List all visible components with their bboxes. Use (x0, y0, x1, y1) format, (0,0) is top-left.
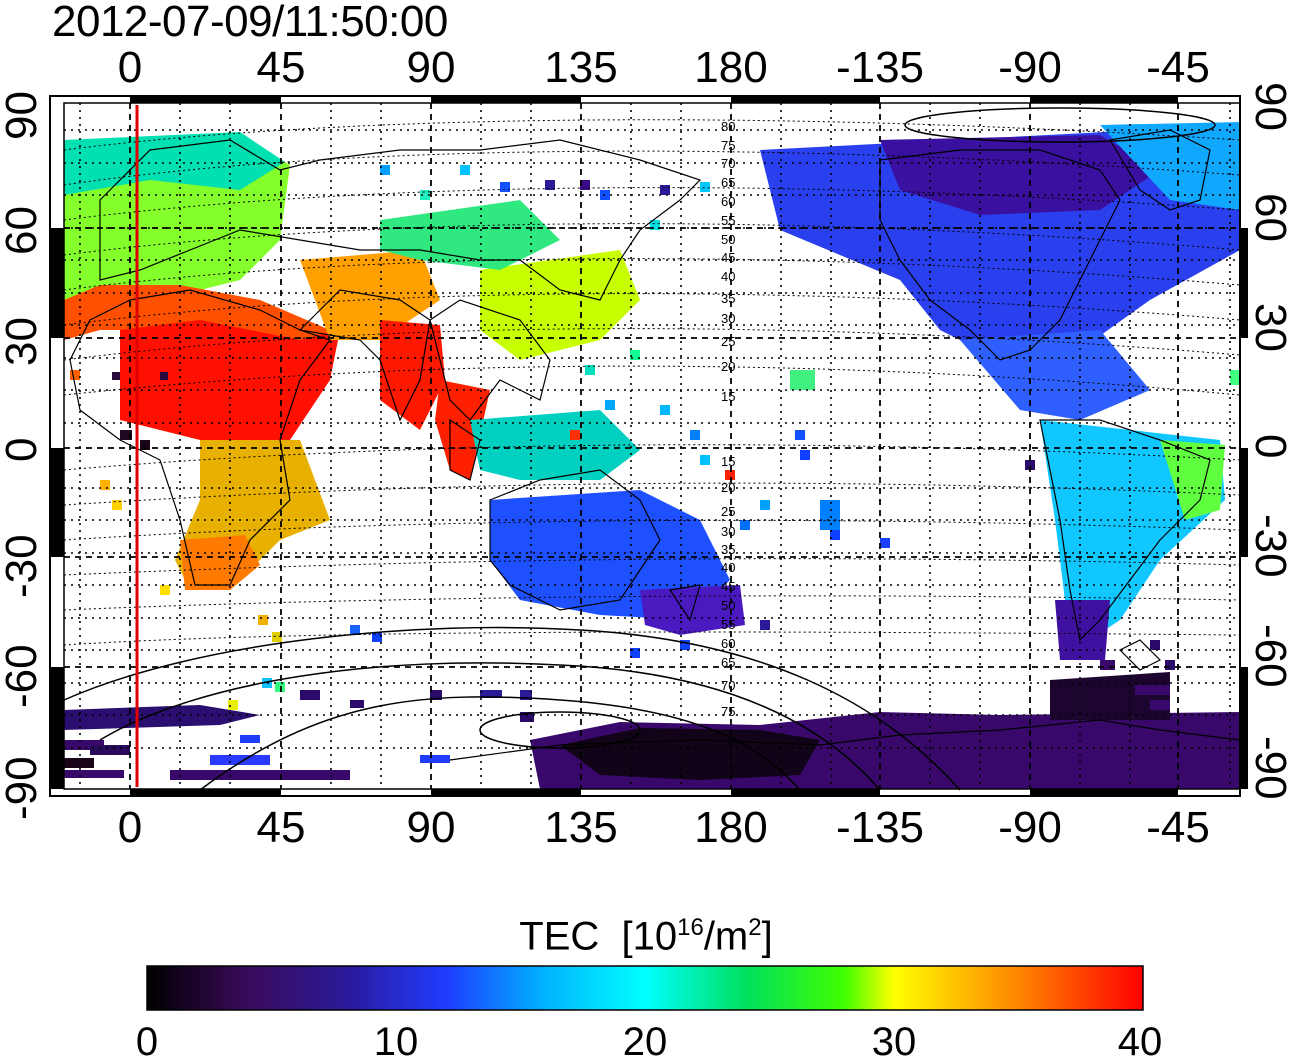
contour-label: 35 (721, 542, 735, 557)
lat-left-label: 60 (0, 206, 46, 255)
contour-label: 65 (721, 175, 735, 190)
lon-top-label: 45 (256, 43, 306, 92)
lat-right-label: 90 (1246, 82, 1292, 131)
contour-label: 60 (721, 194, 735, 209)
contour-label: 25 (721, 504, 735, 519)
colorbar-tick: 20 (622, 1020, 668, 1064)
lat-right-label: 30 (1246, 303, 1292, 352)
lon-bottom-label: -45 (1146, 803, 1210, 852)
contour-label: 60 (721, 636, 735, 651)
contour-label: 45 (721, 250, 735, 265)
colorbar-tick: 30 (871, 1020, 917, 1064)
contour-label: 55 (721, 213, 735, 228)
lon-top-label: 0 (117, 43, 143, 92)
tec-region-se-asia (435, 380, 490, 480)
tec-region-antarctic-peninsula (1050, 672, 1170, 720)
lon-bottom-label: 45 (256, 803, 306, 852)
contour-label: 50 (721, 232, 735, 247)
lon-bottom-label: -90 (998, 803, 1062, 852)
lon-top-label: 90 (406, 43, 456, 92)
contour-label: 80 (721, 119, 735, 134)
contour-label: 65 (721, 655, 735, 670)
contour-label: 50 (721, 598, 735, 613)
tec-scatter-pixels (64, 165, 1240, 780)
contour-label: 30 (721, 311, 735, 326)
colorbar-tick: 0 (135, 1020, 159, 1064)
contour-label: 40 (721, 269, 735, 284)
magnetic-latitude-contours (64, 119, 1240, 646)
lat-left-label: 30 (0, 317, 46, 366)
lat-left-label: -60 (0, 644, 46, 708)
tec-data-layer (64, 122, 1240, 789)
contour-labels: 80 75 70 65 60 55 50 45 40 35 30 25 20 1… (721, 119, 735, 719)
lat-right-label: 60 (1246, 193, 1292, 242)
contour-label: 35 (721, 291, 735, 306)
lat-right-label: -90 (1246, 736, 1292, 800)
lat-left-label: -30 (0, 534, 46, 598)
lon-bottom-label: -135 (835, 803, 925, 852)
contour-label: 75 (721, 138, 735, 153)
colorbar-unit-exp2: 2 (748, 914, 762, 941)
tec-region-greenland (1100, 122, 1240, 210)
contour-label: 15 (721, 389, 735, 404)
tec-region-east-asia (480, 250, 640, 360)
contour-label: 75 (721, 704, 735, 719)
contour-label: 55 (721, 617, 735, 632)
magnetic-pole-ellipses (63, 107, 1216, 791)
lat-left-label: 0 (0, 437, 46, 462)
lon-bottom-label: 0 (117, 803, 143, 852)
contour-label: 70 (721, 156, 735, 171)
tec-region-southern-ocean-west (64, 705, 260, 730)
lat-left-label: -90 (0, 756, 46, 820)
main-grid (64, 103, 1240, 789)
contour-label: 70 (721, 678, 735, 693)
tec-region-siberia (380, 200, 560, 270)
tec-region-patagonia (1055, 600, 1110, 660)
colorbar-unit-rest: /m (703, 914, 749, 959)
tec-region-scandinavia (64, 132, 285, 195)
contour-label: 45 (721, 579, 735, 594)
tec-region-australia (490, 490, 730, 620)
contour-label: 20 (721, 480, 735, 495)
contour-label: 15 (721, 454, 735, 469)
lon-top-label: -90 (998, 43, 1062, 92)
colorbar-title-text: TEC (519, 914, 600, 959)
lon-top-label: 135 (544, 43, 618, 92)
colorbar-tick: 10 (373, 1020, 419, 1064)
lon-top-label: -45 (1146, 43, 1210, 92)
contour-label: 30 (721, 524, 735, 539)
lon-bottom-label: 135 (544, 803, 618, 852)
tec-region-arctic-canada (880, 135, 1160, 215)
tec-region-india (380, 320, 445, 430)
tec-region-central-america (960, 330, 1150, 420)
colorbar-title: TEC [1016/m2] (519, 914, 773, 959)
lat-right-label: 0 (1246, 434, 1292, 459)
lon-top-label: -135 (835, 43, 925, 92)
contour-label: 25 (721, 334, 735, 349)
coastlines (69, 129, 1240, 761)
tec-region-south-africa (180, 535, 260, 590)
lat-left-label: 90 (0, 91, 46, 140)
map-frame (49, 95, 1248, 797)
lat-right-label: -60 (1246, 624, 1292, 688)
timestamp: 2012-07-09/11:50:00 (52, 0, 448, 46)
contour-label: 20 (721, 359, 735, 374)
contour-label: 40 (721, 560, 735, 575)
lon-top-label: 180 (694, 43, 768, 92)
colorbar-tick: 40 (1117, 1020, 1163, 1064)
colorbar-unit-exp: 16 (677, 914, 704, 941)
colorbar-unit-base: 10 (632, 914, 678, 959)
colorbar (146, 965, 1144, 1011)
tec-region-indonesia (470, 410, 640, 480)
lon-bottom-label: 180 (694, 803, 768, 852)
lon-bottom-label: 90 (406, 803, 456, 852)
lat-right-label: -30 (1246, 514, 1292, 578)
